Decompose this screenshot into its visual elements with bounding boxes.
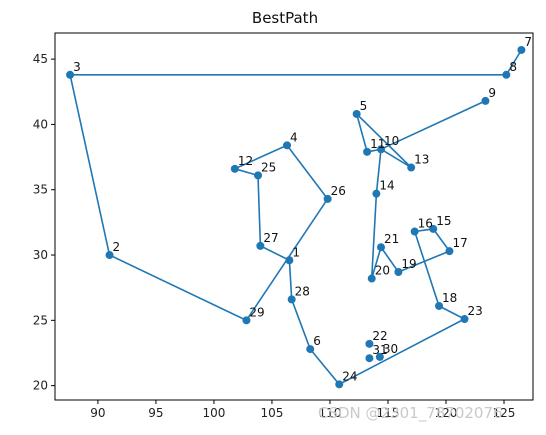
point-label-1: 1 xyxy=(292,245,300,259)
point-label-14: 14 xyxy=(379,179,394,193)
x-tick-label: 110 xyxy=(319,406,342,420)
point-marker-2 xyxy=(105,251,114,260)
point-marker-6 xyxy=(306,345,315,354)
point-marker-26 xyxy=(323,194,332,203)
watermark: CSDN @2301_78702076 xyxy=(318,404,503,422)
point-label-2: 2 xyxy=(113,240,121,254)
point-label-28: 28 xyxy=(295,284,310,298)
point-label-30: 30 xyxy=(383,342,398,356)
point-label-16: 16 xyxy=(418,217,433,231)
y-tick-label: 45 xyxy=(33,52,48,66)
plot-area-frame xyxy=(54,32,534,401)
point-marker-11 xyxy=(363,147,372,156)
point-label-29: 29 xyxy=(249,305,264,319)
point-label-27: 27 xyxy=(263,231,278,245)
point-label-11: 11 xyxy=(370,137,385,151)
point-label-8: 8 xyxy=(509,60,517,74)
point-label-24: 24 xyxy=(342,369,357,383)
point-marker-24 xyxy=(335,380,344,389)
point-marker-8 xyxy=(502,70,511,79)
path-markers xyxy=(66,45,526,389)
point-marker-10 xyxy=(377,145,386,154)
x-tick-label: 105 xyxy=(261,406,284,420)
x-tick-label: 115 xyxy=(377,406,400,420)
chart-title: BestPath xyxy=(252,9,318,27)
point-marker-17 xyxy=(445,247,454,256)
point-label-21: 21 xyxy=(384,232,399,246)
x-tick-label: 95 xyxy=(148,406,163,420)
point-marker-29 xyxy=(242,316,251,325)
point-marker-16 xyxy=(410,227,419,236)
point-label-9: 9 xyxy=(488,86,496,100)
y-tick-label: 20 xyxy=(33,379,48,393)
point-label-23: 23 xyxy=(468,304,483,318)
y-tick-label: 35 xyxy=(33,183,48,197)
point-label-31: 31 xyxy=(372,343,387,357)
point-label-3: 3 xyxy=(73,60,81,74)
point-label-10: 10 xyxy=(384,134,399,148)
x-tick-label: 120 xyxy=(435,406,458,420)
point-marker-5 xyxy=(352,109,361,118)
x-axis: 90 95 100 105 110 115 120 125 xyxy=(90,400,515,420)
point-marker-27 xyxy=(256,241,265,250)
point-marker-4 xyxy=(283,141,292,150)
point-marker-14 xyxy=(372,189,381,198)
point-marker-1 xyxy=(285,256,294,265)
y-tick-label: 30 xyxy=(33,248,48,262)
point-label-7: 7 xyxy=(524,35,532,49)
point-label-5: 5 xyxy=(360,99,368,113)
point-marker-15 xyxy=(429,224,438,233)
path-line xyxy=(69,49,523,386)
point-label-15: 15 xyxy=(436,214,451,228)
point-label-4: 4 xyxy=(290,130,298,144)
point-marker-30 xyxy=(375,352,384,361)
y-tick-label: 40 xyxy=(33,117,48,131)
point-label-13: 13 xyxy=(414,153,429,167)
point-marker-23 xyxy=(460,315,469,324)
point-label-12: 12 xyxy=(238,154,253,168)
point-label-6: 6 xyxy=(313,334,321,348)
point-marker-9 xyxy=(481,96,490,105)
point-label-19: 19 xyxy=(401,257,416,271)
point-label-26: 26 xyxy=(331,184,346,198)
point-marker-3 xyxy=(66,70,75,79)
point-label-22: 22 xyxy=(372,329,387,343)
point-label-25: 25 xyxy=(261,160,276,174)
y-tick-label: 25 xyxy=(33,313,48,327)
point-marker-18 xyxy=(435,301,444,310)
point-label-17: 17 xyxy=(452,236,467,250)
x-tick-label: 90 xyxy=(90,406,105,420)
point-marker-19 xyxy=(394,268,403,277)
point-marker-25 xyxy=(254,171,263,180)
point-marker-21 xyxy=(377,243,386,252)
y-axis: 20 25 30 35 40 45 xyxy=(33,52,55,393)
point-marker-13 xyxy=(407,163,416,172)
point-marker-22 xyxy=(365,339,374,348)
point-marker-28 xyxy=(287,295,296,304)
point-marker-12 xyxy=(230,164,239,173)
x-tick-label: 125 xyxy=(493,406,516,420)
point-marker-7 xyxy=(517,45,526,54)
x-tick-label: 100 xyxy=(202,406,225,420)
point-marker-31 xyxy=(365,354,374,363)
point-label-18: 18 xyxy=(442,291,457,305)
point-marker-20 xyxy=(367,274,376,283)
point-label-20: 20 xyxy=(375,264,390,278)
